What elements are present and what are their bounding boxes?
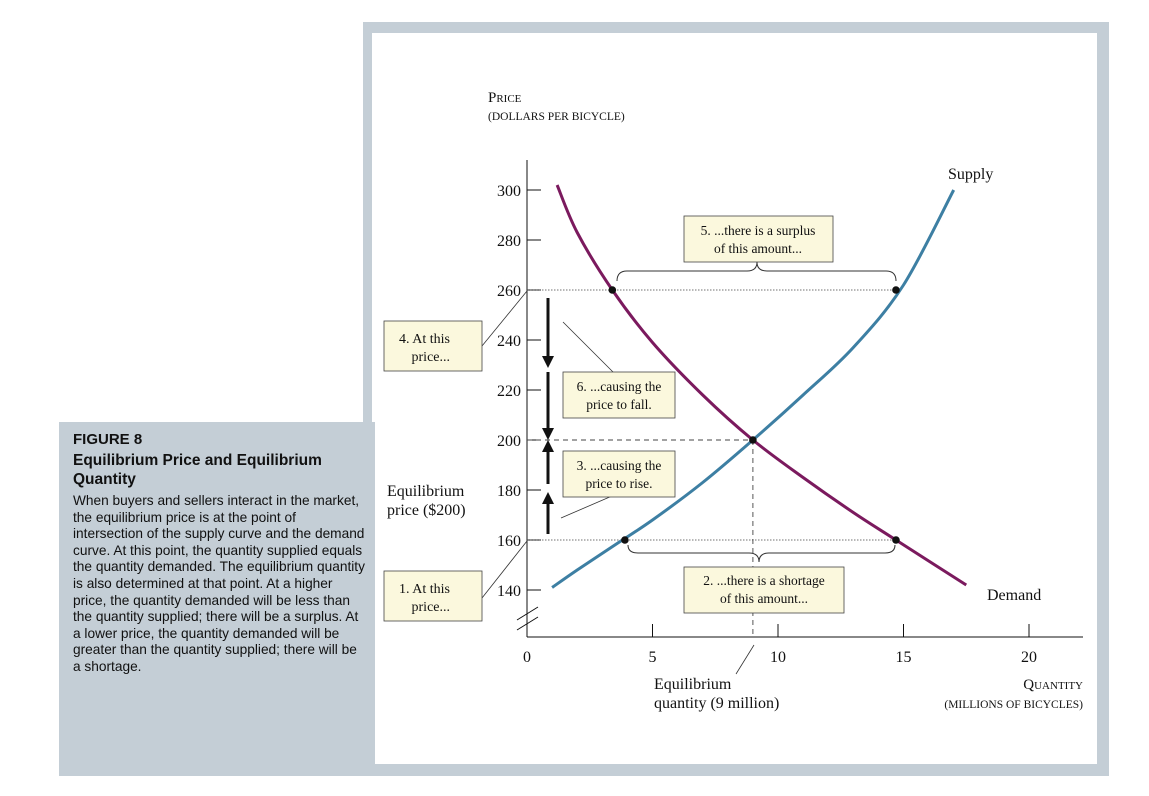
annotation-surplus-line2: of this amount... bbox=[714, 241, 802, 256]
annotation-box-high-price bbox=[383, 320, 483, 372]
equilibrium-price-label-line2: price ($200) bbox=[387, 502, 466, 519]
annotation-low-price-line2: price... bbox=[412, 600, 450, 615]
shortage-brace bbox=[627, 544, 896, 563]
surplus-brace bbox=[616, 261, 897, 282]
figure-caption: FIGURE 8 Equilibrium Price and Equilibri… bbox=[59, 422, 375, 776]
annotation-price-rise-line2: price to rise. bbox=[585, 476, 652, 491]
axis-ticks: 140 160 180 200 220 240 260 280 300 0 5 10 15 20 bbox=[497, 183, 1037, 666]
intersection-points bbox=[608, 286, 900, 544]
leader-line bbox=[735, 644, 755, 675]
y-tick-label: 280 bbox=[497, 233, 521, 250]
annotation-box-shortage bbox=[683, 566, 845, 614]
y-tick-label: 140 bbox=[497, 583, 521, 600]
x-axis-unit: (MILLIONS OF BICYCLES) bbox=[944, 699, 1083, 711]
annotation-box-price-rise bbox=[562, 450, 676, 498]
demand-curve bbox=[555, 184, 968, 587]
annotation-price-rise-line1: 3. ...causing the bbox=[577, 458, 662, 473]
x-tick-label: 15 bbox=[896, 649, 912, 666]
intersection-point bbox=[621, 536, 629, 544]
equilibrium-price-label-line1: Equilibrium bbox=[387, 483, 465, 500]
y-tick-label: 260 bbox=[497, 283, 521, 300]
annotation-high-price-line2: price... bbox=[412, 350, 450, 365]
series-label-supply: Supply bbox=[948, 166, 993, 183]
intersection-point bbox=[749, 436, 757, 444]
series-label-demand: Demand bbox=[987, 587, 1041, 604]
curves bbox=[551, 184, 968, 589]
annotation-box-surplus bbox=[683, 215, 834, 263]
equilibrium-quantity-label-line1: Equilibrium bbox=[654, 676, 732, 693]
chart-panel bbox=[372, 33, 1097, 764]
annotation-low-price-line1: 1. At this bbox=[399, 582, 450, 597]
x-tick-label: 20 bbox=[1021, 649, 1037, 666]
y-tick-label: 180 bbox=[497, 483, 521, 500]
equilibrium-quantity-label-line2: quantity (9 million) bbox=[654, 695, 779, 712]
leader-line bbox=[560, 495, 613, 519]
annotation-high-price-line1: 4. At this bbox=[399, 332, 450, 347]
figure-label: FIGURE 8 bbox=[73, 431, 143, 448]
annotation-box-low-price bbox=[383, 570, 483, 622]
leader-line bbox=[481, 290, 528, 347]
y-axis-title: Price bbox=[488, 90, 522, 106]
x-tick-label: 0 bbox=[523, 649, 531, 666]
y-tick-label: 300 bbox=[497, 183, 521, 200]
annotation-shortage-line2: of this amount... bbox=[720, 591, 808, 606]
x-tick-label: 10 bbox=[770, 649, 786, 666]
axis-break-mark bbox=[516, 616, 539, 631]
y-tick-label: 160 bbox=[497, 533, 521, 550]
annotation-surplus-line1: 5. ...there is a surplus bbox=[701, 223, 816, 238]
intersection-point bbox=[608, 286, 617, 294]
leader-line bbox=[562, 321, 615, 374]
y-tick-label: 220 bbox=[497, 383, 521, 400]
annotation-price-fall-line1: 6. ...causing the bbox=[577, 379, 662, 394]
y-axis-unit: (DOLLARS PER BICYCLE) bbox=[488, 111, 625, 123]
intersection-point bbox=[892, 536, 900, 544]
y-tick-label: 240 bbox=[497, 333, 521, 350]
x-tick-label: 5 bbox=[649, 649, 657, 666]
annotation-price-fall-line2: price to fall. bbox=[586, 397, 652, 412]
intersection-point bbox=[892, 286, 900, 294]
annotation-box-price-fall bbox=[562, 371, 676, 419]
annotation-shortage-line1: 2. ...there is a shortage bbox=[703, 573, 824, 588]
x-axis-title: Quantity bbox=[1023, 677, 1083, 693]
leader-line bbox=[481, 540, 528, 599]
figure-title: Equilibrium Price and Equilibrium Quanti… bbox=[73, 452, 322, 488]
axis-break-mark bbox=[516, 606, 539, 621]
supply-curve bbox=[551, 189, 956, 589]
y-tick-label: 200 bbox=[497, 433, 521, 450]
figure-description: When buyers and sellers interact in the … bbox=[73, 493, 365, 674]
